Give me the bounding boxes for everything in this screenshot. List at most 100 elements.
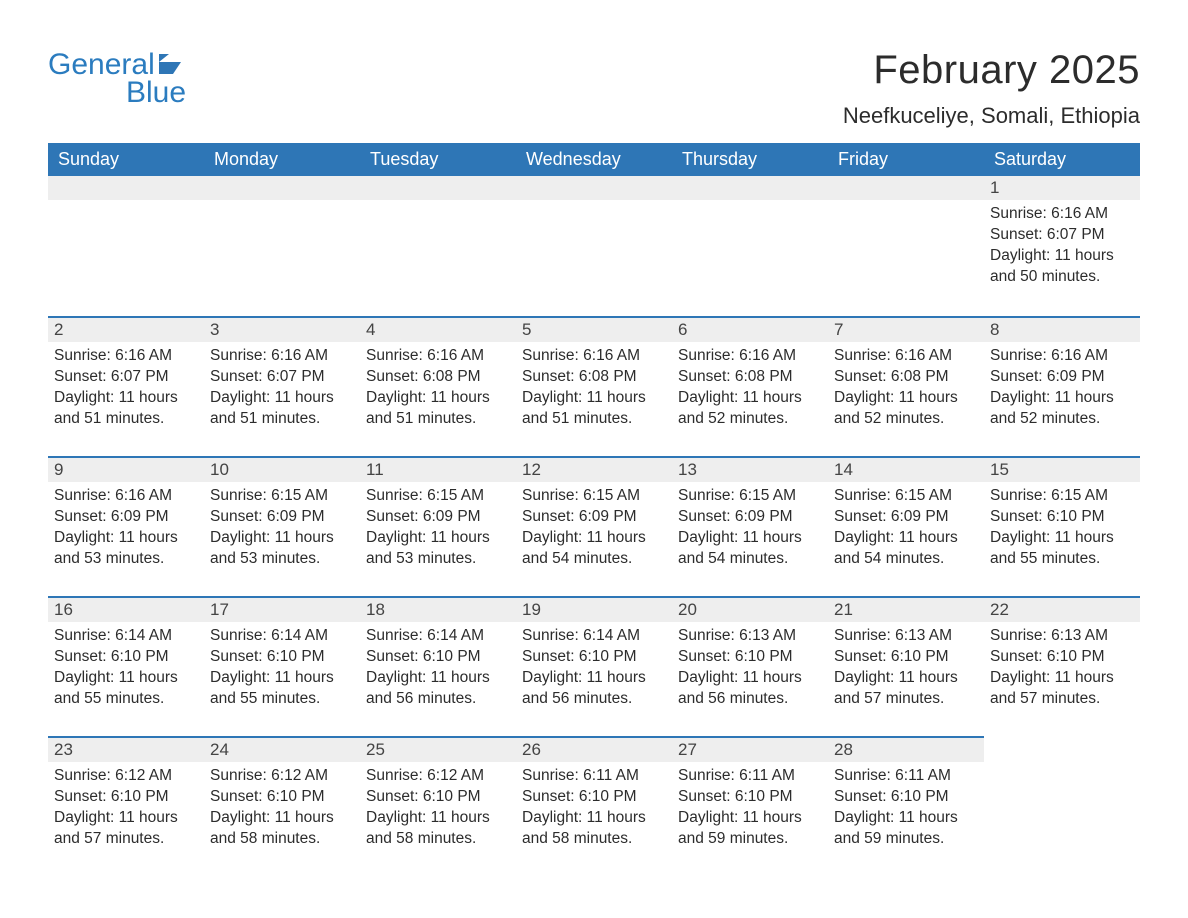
daylight-line: Daylight: 11 hours and 59 minutes. xyxy=(834,808,978,850)
daylight-line: Daylight: 11 hours and 51 minutes. xyxy=(210,388,354,430)
daylight-line: Daylight: 11 hours and 58 minutes. xyxy=(366,808,510,850)
daylight-line: Daylight: 11 hours and 56 minutes. xyxy=(678,668,822,710)
sunrise-line: Sunrise: 6:12 AM xyxy=(210,766,354,787)
day-number: 20 xyxy=(672,596,828,622)
daylight-line: Daylight: 11 hours and 52 minutes. xyxy=(990,388,1134,430)
calendar-cell: 19Sunrise: 6:14 AMSunset: 6:10 PMDayligh… xyxy=(516,596,672,736)
sunrise-line: Sunrise: 6:11 AM xyxy=(678,766,822,787)
day-details: Sunrise: 6:11 AMSunset: 6:10 PMDaylight:… xyxy=(672,762,828,858)
day-details: Sunrise: 6:14 AMSunset: 6:10 PMDaylight:… xyxy=(360,622,516,718)
sunset-line: Sunset: 6:08 PM xyxy=(522,367,666,388)
calendar-cell xyxy=(516,176,672,316)
sunrise-line: Sunrise: 6:13 AM xyxy=(990,626,1134,647)
calendar-cell: 26Sunrise: 6:11 AMSunset: 6:10 PMDayligh… xyxy=(516,736,672,876)
daylight-line: Daylight: 11 hours and 54 minutes. xyxy=(522,528,666,570)
header-row: General Blue February 2025 Neefkuceliye,… xyxy=(48,48,1140,129)
calendar-cell xyxy=(672,176,828,316)
day-number: 12 xyxy=(516,456,672,482)
sunrise-line: Sunrise: 6:14 AM xyxy=(210,626,354,647)
day-header: Tuesday xyxy=(360,143,516,176)
sunrise-line: Sunrise: 6:15 AM xyxy=(990,486,1134,507)
calendar-cell: 7Sunrise: 6:16 AMSunset: 6:08 PMDaylight… xyxy=(828,316,984,456)
day-number: 11 xyxy=(360,456,516,482)
sunset-line: Sunset: 6:10 PM xyxy=(54,647,198,668)
calendar-cell: 9Sunrise: 6:16 AMSunset: 6:09 PMDaylight… xyxy=(48,456,204,596)
sunrise-line: Sunrise: 6:16 AM xyxy=(990,346,1134,367)
calendar-cell xyxy=(360,176,516,316)
calendar-cell: 21Sunrise: 6:13 AMSunset: 6:10 PMDayligh… xyxy=(828,596,984,736)
sunset-line: Sunset: 6:09 PM xyxy=(990,367,1134,388)
calendar-cell: 16Sunrise: 6:14 AMSunset: 6:10 PMDayligh… xyxy=(48,596,204,736)
day-number: 18 xyxy=(360,596,516,622)
sunset-line: Sunset: 6:09 PM xyxy=(366,507,510,528)
day-details: Sunrise: 6:14 AMSunset: 6:10 PMDaylight:… xyxy=(48,622,204,718)
sunset-line: Sunset: 6:10 PM xyxy=(54,787,198,808)
daylight-line: Daylight: 11 hours and 59 minutes. xyxy=(678,808,822,850)
day-details: Sunrise: 6:12 AMSunset: 6:10 PMDaylight:… xyxy=(204,762,360,858)
daylight-line: Daylight: 11 hours and 54 minutes. xyxy=(834,528,978,570)
sunrise-line: Sunrise: 6:16 AM xyxy=(54,486,198,507)
sunrise-line: Sunrise: 6:13 AM xyxy=(678,626,822,647)
sunrise-line: Sunrise: 6:12 AM xyxy=(366,766,510,787)
sunset-line: Sunset: 6:10 PM xyxy=(678,647,822,668)
day-details: Sunrise: 6:16 AMSunset: 6:08 PMDaylight:… xyxy=(828,342,984,438)
day-number: 21 xyxy=(828,596,984,622)
sunset-line: Sunset: 6:07 PM xyxy=(54,367,198,388)
logo: General Blue xyxy=(48,48,187,110)
calendar-cell: 13Sunrise: 6:15 AMSunset: 6:09 PMDayligh… xyxy=(672,456,828,596)
sunset-line: Sunset: 6:09 PM xyxy=(210,507,354,528)
day-number: 9 xyxy=(48,456,204,482)
calendar-cell: 22Sunrise: 6:13 AMSunset: 6:10 PMDayligh… xyxy=(984,596,1140,736)
sunset-line: Sunset: 6:09 PM xyxy=(522,507,666,528)
day-details: Sunrise: 6:15 AMSunset: 6:10 PMDaylight:… xyxy=(984,482,1140,578)
calendar-cell: 2Sunrise: 6:16 AMSunset: 6:07 PMDaylight… xyxy=(48,316,204,456)
calendar-body: 1Sunrise: 6:16 AMSunset: 6:07 PMDaylight… xyxy=(48,176,1140,876)
calendar-cell: 12Sunrise: 6:15 AMSunset: 6:09 PMDayligh… xyxy=(516,456,672,596)
daylight-line: Daylight: 11 hours and 53 minutes. xyxy=(366,528,510,570)
day-header: Thursday xyxy=(672,143,828,176)
sunrise-line: Sunrise: 6:16 AM xyxy=(54,346,198,367)
sunset-line: Sunset: 6:10 PM xyxy=(678,787,822,808)
calendar-cell: 8Sunrise: 6:16 AMSunset: 6:09 PMDaylight… xyxy=(984,316,1140,456)
day-details: Sunrise: 6:15 AMSunset: 6:09 PMDaylight:… xyxy=(516,482,672,578)
daylight-line: Daylight: 11 hours and 57 minutes. xyxy=(990,668,1134,710)
daylight-line: Daylight: 11 hours and 58 minutes. xyxy=(210,808,354,850)
calendar-cell: 23Sunrise: 6:12 AMSunset: 6:10 PMDayligh… xyxy=(48,736,204,876)
day-number: 14 xyxy=(828,456,984,482)
title-block: February 2025 Neefkuceliye, Somali, Ethi… xyxy=(843,48,1140,129)
sunset-line: Sunset: 6:08 PM xyxy=(678,367,822,388)
sunset-line: Sunset: 6:10 PM xyxy=(990,507,1134,528)
day-details: Sunrise: 6:16 AMSunset: 6:07 PMDaylight:… xyxy=(204,342,360,438)
day-number: 15 xyxy=(984,456,1140,482)
sunset-line: Sunset: 6:08 PM xyxy=(366,367,510,388)
day-details: Sunrise: 6:16 AMSunset: 6:08 PMDaylight:… xyxy=(516,342,672,438)
day-header: Saturday xyxy=(984,143,1140,176)
day-number: 28 xyxy=(828,736,984,762)
day-number: 1 xyxy=(984,176,1140,200)
day-details: Sunrise: 6:14 AMSunset: 6:10 PMDaylight:… xyxy=(204,622,360,718)
calendar-head: SundayMondayTuesdayWednesdayThursdayFrid… xyxy=(48,143,1140,176)
sunrise-line: Sunrise: 6:14 AM xyxy=(522,626,666,647)
day-number: 7 xyxy=(828,316,984,342)
day-details: Sunrise: 6:16 AMSunset: 6:07 PMDaylight:… xyxy=(48,342,204,438)
day-number: 26 xyxy=(516,736,672,762)
day-number: 3 xyxy=(204,316,360,342)
daylight-line: Daylight: 11 hours and 53 minutes. xyxy=(210,528,354,570)
sunset-line: Sunset: 6:07 PM xyxy=(990,225,1134,246)
sunrise-line: Sunrise: 6:14 AM xyxy=(54,626,198,647)
sunset-line: Sunset: 6:10 PM xyxy=(990,647,1134,668)
month-title: February 2025 xyxy=(843,48,1140,93)
day-header: Monday xyxy=(204,143,360,176)
sunrise-line: Sunrise: 6:16 AM xyxy=(834,346,978,367)
day-number: 19 xyxy=(516,596,672,622)
day-number: 10 xyxy=(204,456,360,482)
day-details: Sunrise: 6:12 AMSunset: 6:10 PMDaylight:… xyxy=(360,762,516,858)
calendar-cell: 17Sunrise: 6:14 AMSunset: 6:10 PMDayligh… xyxy=(204,596,360,736)
calendar-cell: 15Sunrise: 6:15 AMSunset: 6:10 PMDayligh… xyxy=(984,456,1140,596)
day-details: Sunrise: 6:11 AMSunset: 6:10 PMDaylight:… xyxy=(828,762,984,858)
location: Neefkuceliye, Somali, Ethiopia xyxy=(843,103,1140,129)
daylight-line: Daylight: 11 hours and 51 minutes. xyxy=(54,388,198,430)
calendar-cell xyxy=(984,736,1140,876)
sunrise-line: Sunrise: 6:15 AM xyxy=(210,486,354,507)
day-details: Sunrise: 6:16 AMSunset: 6:07 PMDaylight:… xyxy=(984,200,1140,296)
